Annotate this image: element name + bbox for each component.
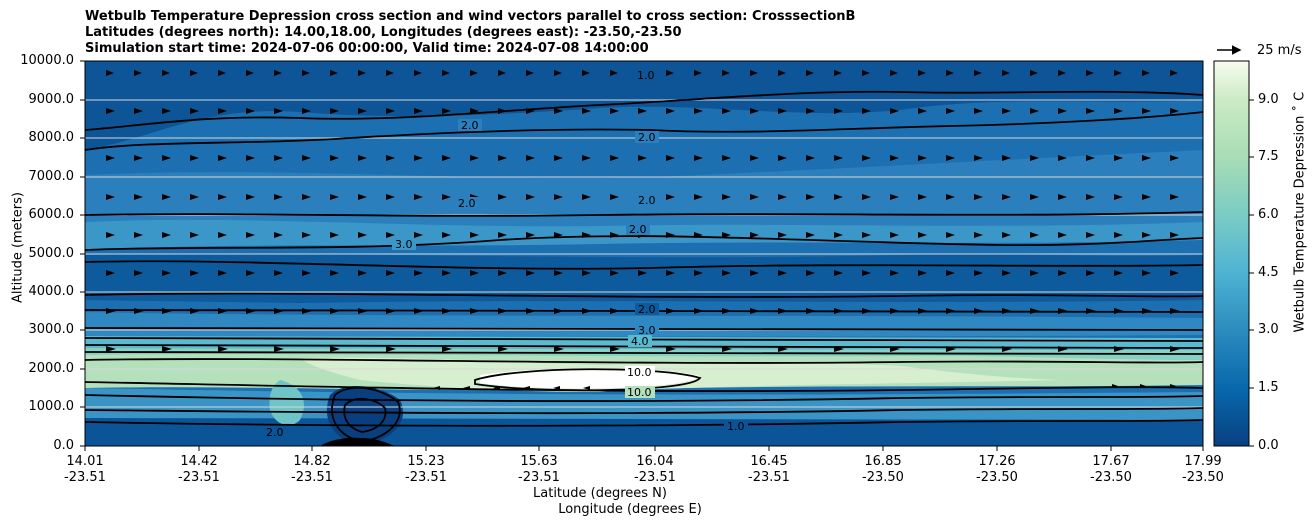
x-tick-lat: 15.23 xyxy=(407,454,445,469)
title-line-1: Wetbulb Temperature Depression cross sec… xyxy=(85,9,856,24)
colorbar-tick-label: 9.0 xyxy=(1258,92,1279,107)
x-tick-lon: -23.50 xyxy=(1182,470,1224,485)
colorbar-tick-marks xyxy=(1249,99,1254,447)
x-tick-label: 16.45 -23.51 xyxy=(729,454,809,486)
x-axis-label-latitude: Latitude (degrees N) xyxy=(533,486,667,501)
x-tick-label: 16.04 -23.51 xyxy=(615,454,695,486)
x-tick-lon: -23.51 xyxy=(748,470,790,485)
y-axis-label: Altitude (meters) xyxy=(10,192,26,303)
y-tick-label: 0.0 xyxy=(53,438,74,453)
y-tick-marks xyxy=(80,60,85,447)
x-tick-lat: 15.63 xyxy=(520,454,558,469)
colorbar-tick-label: 6.0 xyxy=(1258,207,1279,222)
x-tick-lat: 17.26 xyxy=(978,454,1016,469)
x-tick-lon: -23.51 xyxy=(178,470,220,485)
colorbar-tick-label: 3.0 xyxy=(1258,322,1279,337)
svg-text:2.0: 2.0 xyxy=(461,119,479,132)
title-line-3: Simulation start time: 2024-07-06 00:00:… xyxy=(85,41,649,56)
colorbar-tick-label: 4.5 xyxy=(1258,265,1279,280)
svg-text:10.0: 10.0 xyxy=(627,386,652,399)
svg-text:3.0: 3.0 xyxy=(395,238,413,251)
x-tick-lon: -23.50 xyxy=(976,470,1018,485)
svg-text:2.0: 2.0 xyxy=(638,194,656,207)
x-tick-label: 17.99 -23.50 xyxy=(1163,454,1243,486)
y-tick-label: 3000.0 xyxy=(28,322,75,337)
contour-label-marks: 2.0 2.0 2.0 2.0 2.0 3.0 2.0 3.0 4.0 1.0 … xyxy=(263,69,748,439)
y-tick-label: 7000.0 xyxy=(28,169,75,184)
x-tick-lon: -23.51 xyxy=(634,470,676,485)
x-tick-label: 16.85 -23.50 xyxy=(843,454,923,486)
svg-text:2.0: 2.0 xyxy=(638,131,656,144)
x-tick-label: 17.26 -23.50 xyxy=(957,454,1037,486)
colorbar-tick-label: 7.5 xyxy=(1258,149,1279,164)
x-tick-lon: -23.50 xyxy=(1090,470,1132,485)
x-tick-lat: 17.67 xyxy=(1092,454,1130,469)
colorbar-tick-label: 0.0 xyxy=(1258,438,1279,453)
x-tick-lat: 14.42 xyxy=(180,454,218,469)
colorbar xyxy=(1213,60,1250,447)
colorbar-tick-label: 1.5 xyxy=(1258,380,1279,395)
svg-text:1.0: 1.0 xyxy=(727,420,745,433)
title-line-2: Latitudes (degrees north): 14.00,18.00, … xyxy=(85,25,682,40)
y-tick-label: 10000.0 xyxy=(20,53,74,68)
x-tick-lon: -23.51 xyxy=(291,470,333,485)
x-tick-lat: 14.82 xyxy=(293,454,331,469)
x-tick-marks xyxy=(84,446,1204,451)
x-tick-lat: 16.04 xyxy=(636,454,674,469)
wind-vectors xyxy=(106,70,1180,390)
x-tick-lat: 14.01 xyxy=(66,454,104,469)
svg-text:2.0: 2.0 xyxy=(629,223,647,236)
x-tick-lat: 17.99 xyxy=(1184,454,1222,469)
svg-text:2.0: 2.0 xyxy=(638,303,656,316)
x-tick-label: 15.23 -23.51 xyxy=(386,454,466,486)
x-tick-lon: -23.50 xyxy=(862,470,904,485)
x-tick-lon: -23.51 xyxy=(518,470,560,485)
colorbar-label: Wetbulb Temperature Depression ˚ C xyxy=(1292,91,1308,333)
y-tick-label: 1000.0 xyxy=(28,399,75,414)
svg-text:4.0: 4.0 xyxy=(631,335,649,348)
x-tick-lat: 16.85 xyxy=(864,454,902,469)
y-tick-label: 8000.0 xyxy=(28,130,75,145)
x-tick-label: 14.42 -23.51 xyxy=(159,454,239,486)
y-tick-label: 9000.0 xyxy=(28,92,75,107)
x-tick-lat: 16.45 xyxy=(750,454,788,469)
x-tick-lon: -23.51 xyxy=(64,470,106,485)
wind-key-label: 25 m/s xyxy=(1257,43,1302,58)
svg-text:10.0: 10.0 xyxy=(627,366,652,379)
x-tick-label: 14.82 -23.51 xyxy=(272,454,352,486)
x-tick-label: 15.63 -23.51 xyxy=(499,454,579,486)
y-tick-label: 2000.0 xyxy=(28,361,75,376)
y-tick-label: 5000.0 xyxy=(28,246,75,261)
x-tick-label: 17.67 -23.50 xyxy=(1071,454,1151,486)
terrain-silhouette xyxy=(320,437,395,446)
y-tick-label: 4000.0 xyxy=(28,284,75,299)
y-tick-label: 6000.0 xyxy=(28,207,75,222)
svg-text:2.0: 2.0 xyxy=(458,197,476,210)
svg-text:2.0: 2.0 xyxy=(266,426,284,439)
svg-text:1.0: 1.0 xyxy=(637,69,655,82)
x-axis-label-longitude: Longitude (degrees E) xyxy=(558,502,702,517)
chart-title: Wetbulb Temperature Depression cross sec… xyxy=(85,9,855,57)
x-tick-label: 14.01 -23.51 xyxy=(45,454,125,486)
svg-text:3.0: 3.0 xyxy=(638,324,656,337)
x-tick-lon: -23.51 xyxy=(405,470,447,485)
